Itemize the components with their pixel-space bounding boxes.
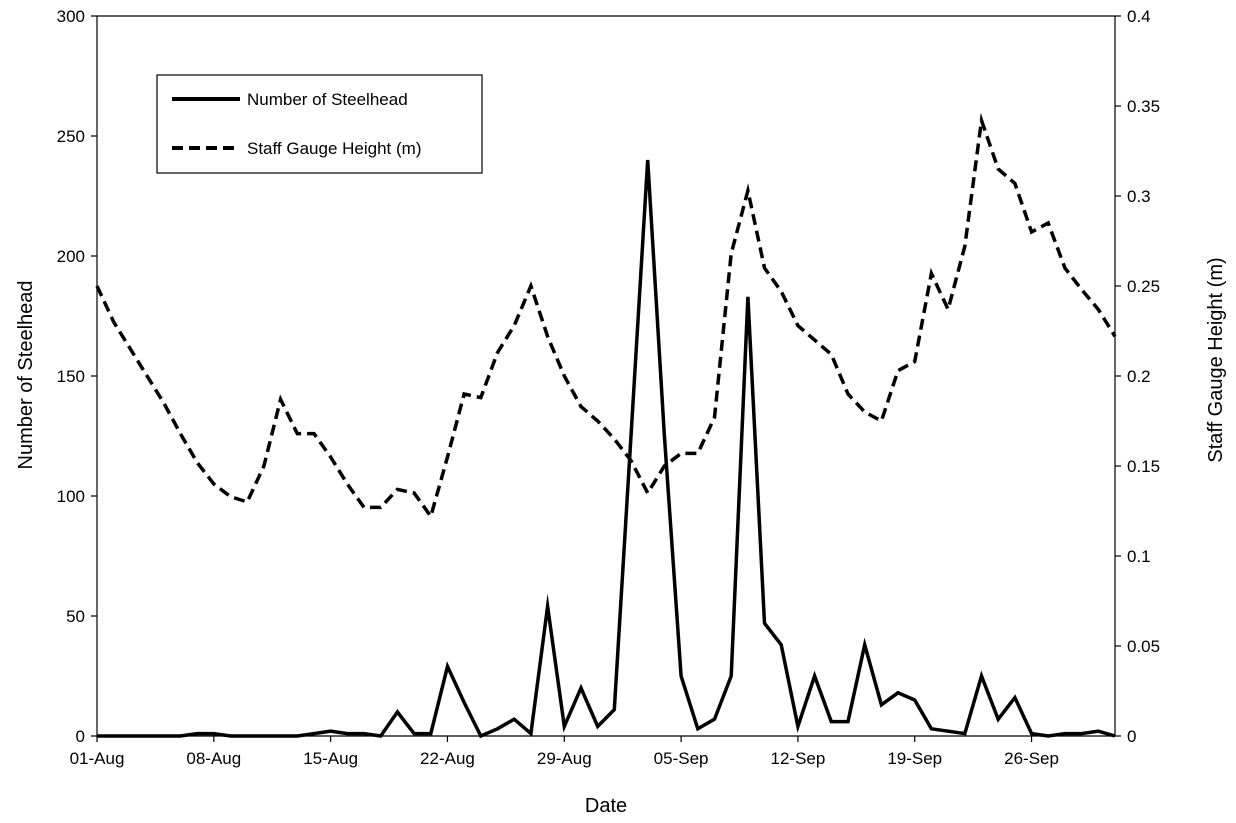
legend-box bbox=[156, 74, 483, 174]
legend-label-number-of-steelhead: Number of Steelhead bbox=[247, 90, 408, 109]
y-tick-left-label: 0 bbox=[76, 727, 85, 746]
y-tick-right-label: 0.15 bbox=[1127, 457, 1160, 476]
legend: Number of Steelhead Staff Gauge Height (… bbox=[156, 74, 483, 174]
legend-label-staff-gauge-height: Staff Gauge Height (m) bbox=[247, 139, 422, 158]
y-tick-left-label: 200 bbox=[57, 247, 85, 266]
y-tick-right-label: 0.1 bbox=[1127, 547, 1151, 566]
x-tick-label: 26-Sep bbox=[1004, 749, 1059, 768]
y-tick-left-label: 250 bbox=[57, 127, 85, 146]
y-axis-title-left: Number of Steelhead bbox=[15, 280, 37, 469]
x-tick-label: 01-Aug bbox=[70, 749, 125, 768]
y-tick-right-label: 0 bbox=[1127, 727, 1136, 746]
series-line-number-of-steelhead bbox=[97, 159, 1116, 739]
y-tick-right-label: 0.4 bbox=[1127, 7, 1151, 26]
y-tick-left-label: 150 bbox=[57, 367, 85, 386]
x-tick-label: 12-Sep bbox=[771, 749, 826, 768]
y-tick-right-label: 0.3 bbox=[1127, 187, 1151, 206]
y-tick-left-label: 50 bbox=[66, 607, 85, 626]
y-axis-title-right: Staff Gauge Height (m) bbox=[1205, 257, 1227, 462]
x-axis-title: Date bbox=[585, 795, 627, 817]
series-line-staff-gauge-height-m bbox=[95, 112, 1117, 521]
x-tick-label: 05-Sep bbox=[654, 749, 709, 768]
series-lines bbox=[95, 112, 1117, 739]
y-tick-right-label: 0.05 bbox=[1127, 637, 1160, 656]
y-tick-right-label: 0.25 bbox=[1127, 277, 1160, 296]
y-tick-right-label: 0.35 bbox=[1127, 97, 1160, 116]
axis-ticks: 0 50 100 150 200 250 300 0 0.05 0.1 0.15 0.2 0.25 0.3… bbox=[57, 7, 1160, 768]
y-tick-left-label: 300 bbox=[57, 7, 85, 26]
x-tick-label: 29-Aug bbox=[537, 749, 592, 768]
x-tick-label: 08-Aug bbox=[186, 749, 241, 768]
x-tick-label: 22-Aug bbox=[420, 749, 475, 768]
y-tick-left-label: 100 bbox=[57, 487, 85, 506]
x-tick-label: 15-Aug bbox=[303, 749, 358, 768]
x-tick-label: 19-Sep bbox=[887, 749, 942, 768]
y-tick-right-label: 0.2 bbox=[1127, 367, 1151, 386]
